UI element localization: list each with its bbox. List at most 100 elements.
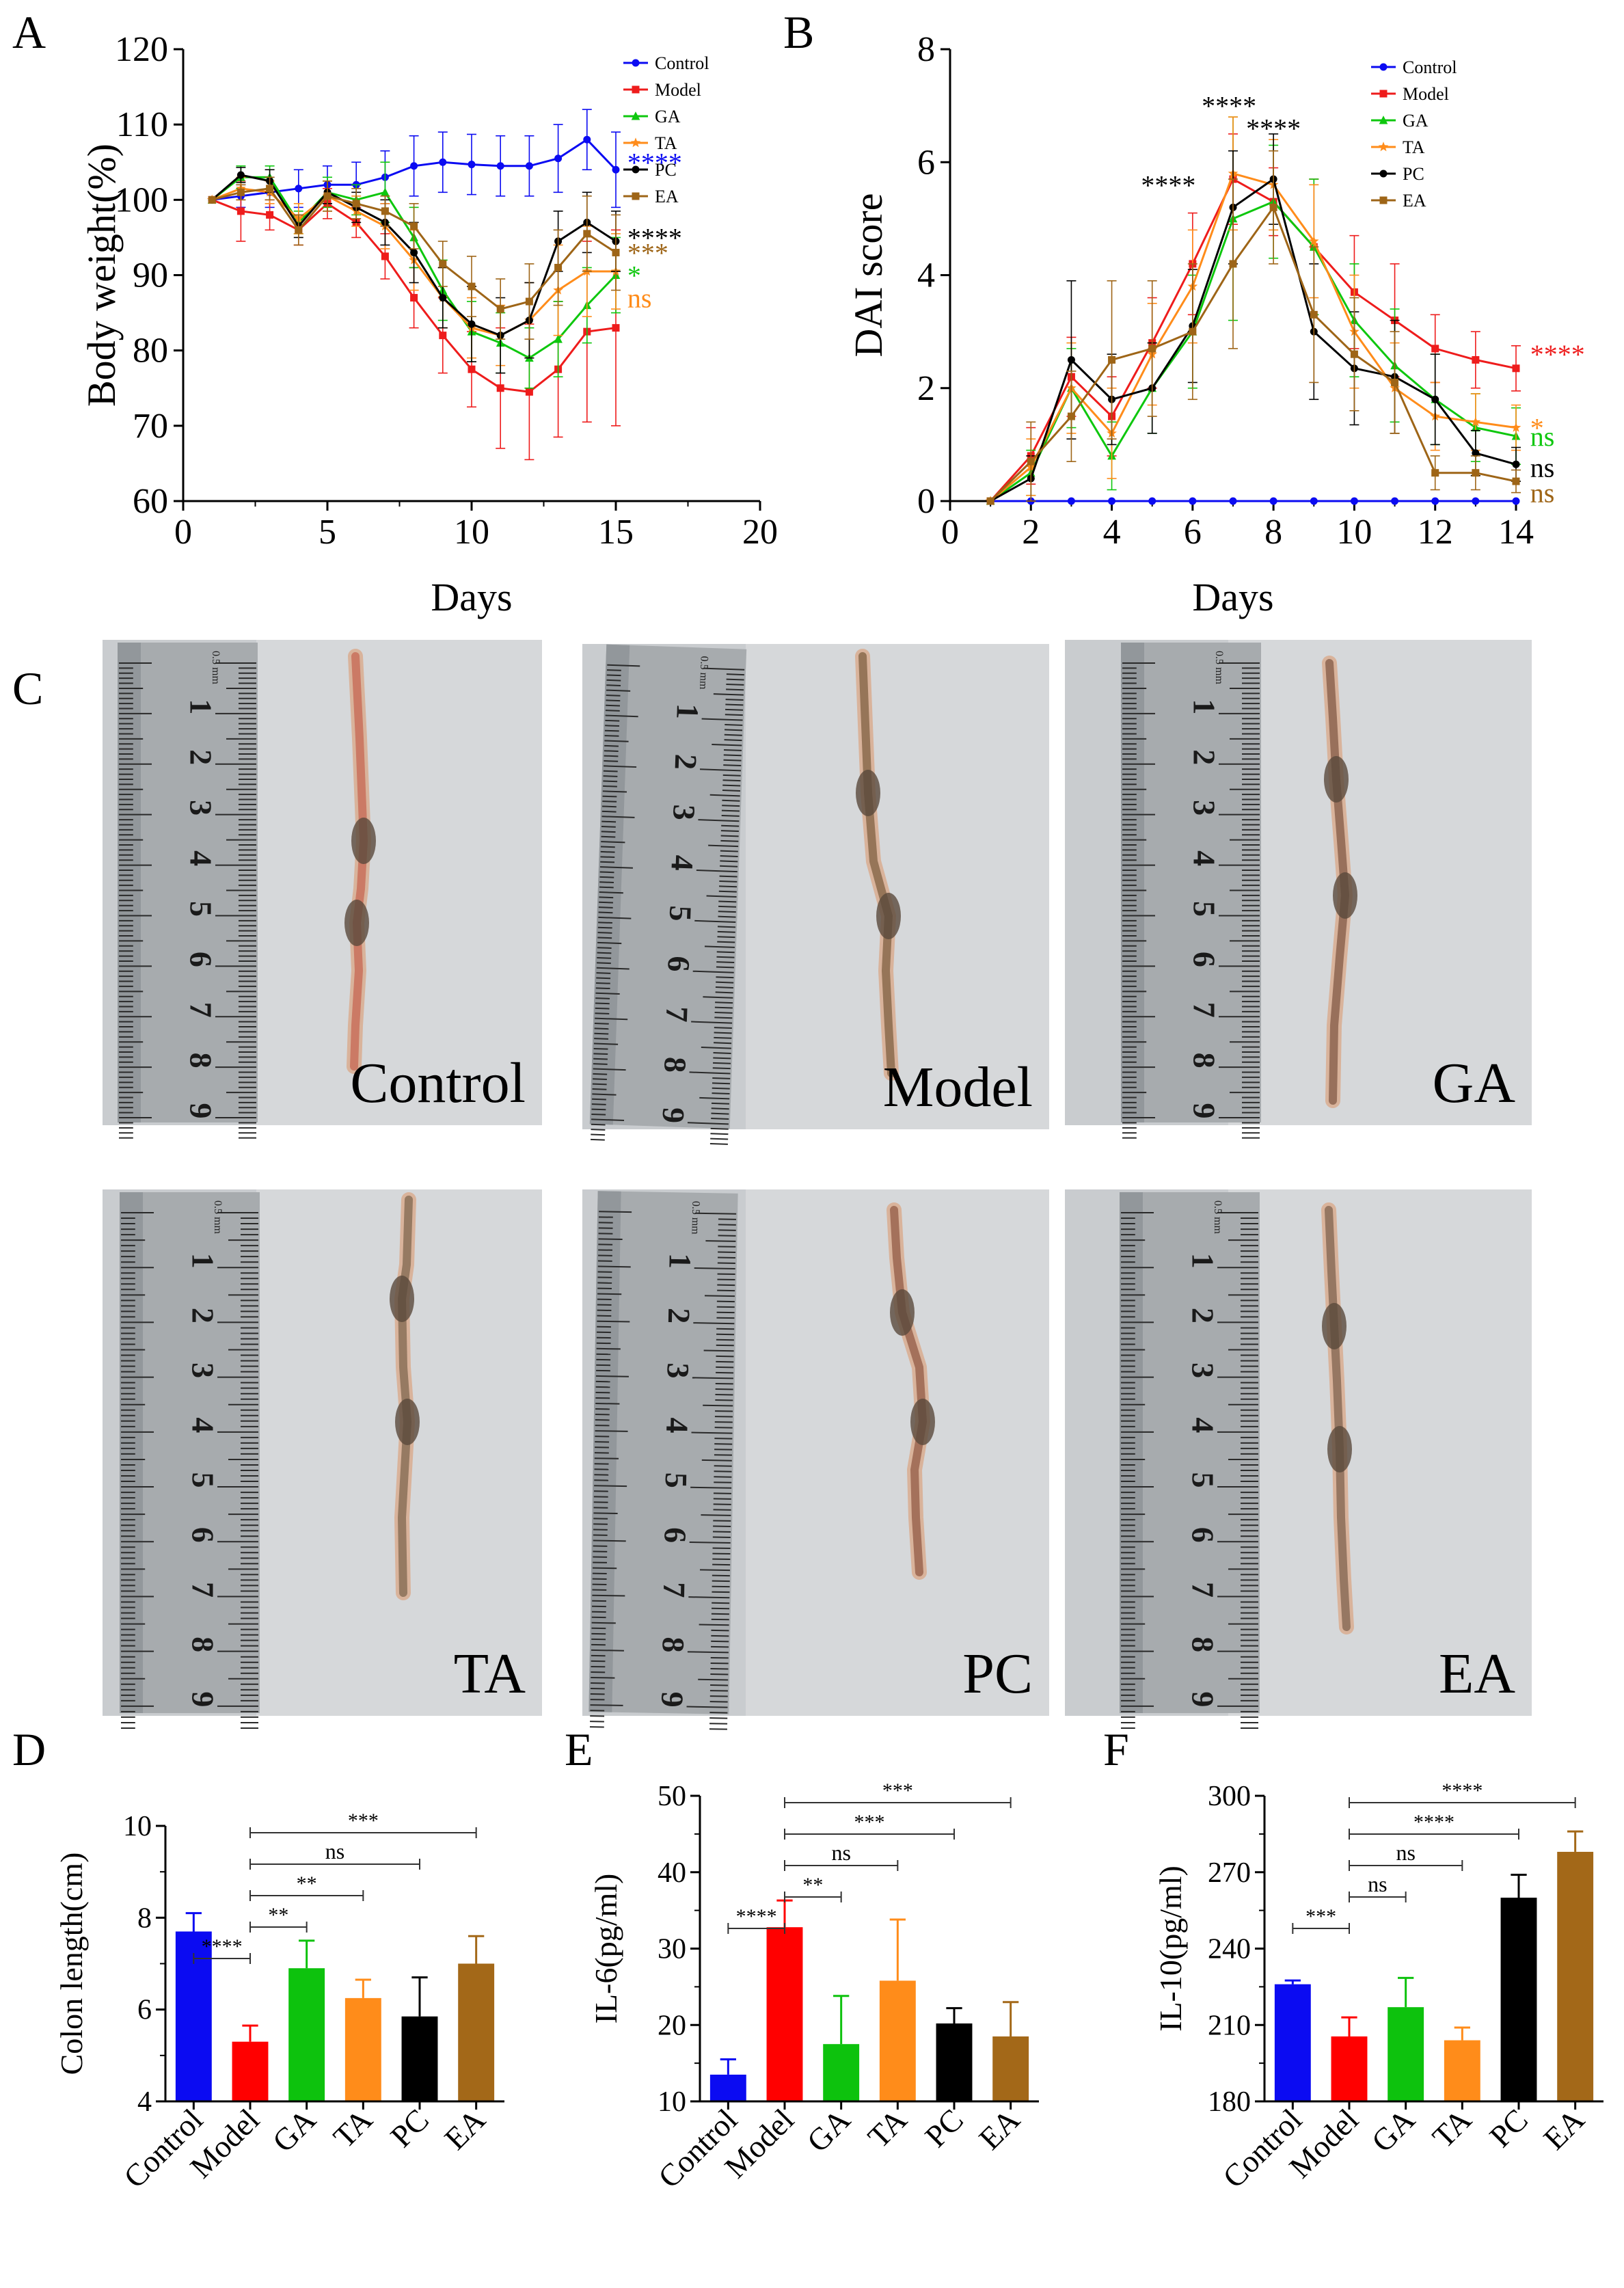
marker-square [632,85,640,94]
significance-label: *** [627,237,668,268]
ruler-tick [595,982,610,984]
series-control [986,497,1520,505]
bar [401,2016,438,2101]
colon-tissue-core [858,652,895,1077]
marker-circle [468,161,476,169]
marker-square [1189,327,1197,336]
y-tick-label: 0 [917,482,935,521]
x-tick-label: GA [1365,2102,1422,2159]
legend-label: Model [1403,84,1449,104]
marker-square [295,226,303,234]
ruler-tick [704,945,735,948]
ruler-body [589,644,747,1129]
photo-pc: 0.5 mm 1 2 3 4 5 6 7 8 9 PC [582,1189,1049,1730]
ruler-tick [606,684,621,686]
ruler-number: 2 [184,749,219,765]
ruler-tick [602,790,627,793]
ruler-tick [597,937,612,939]
y-tick-label: 4 [137,2086,152,2118]
ruler-edge [589,644,630,1125]
fecal-pellet [351,818,376,864]
comparison-label: *** [854,1811,885,1833]
ruler-tick [597,1265,631,1268]
ruler-tick [599,901,613,904]
x-tick-label: 0 [174,513,192,552]
ruler-tick [597,932,612,934]
fecal-pellet [390,1276,414,1322]
ruler-tick [711,1118,729,1120]
marker-circle [632,59,640,67]
ruler-edge [118,643,141,1122]
ruler-tick [711,1107,729,1110]
y-axis-title: Colon length(cm) [54,1853,89,2075]
ruler-unit-label: 0.5 mm [690,1201,702,1235]
colon-tissue-core [1325,1206,1351,1631]
panel-letter: E [565,1723,593,1775]
ruler-unit-label: 0.5 mm [1213,651,1225,684]
ruler-tick [595,1002,610,1005]
colon-tissue-core [1325,659,1349,1105]
ruler-tick [699,1096,730,1100]
marker-circle [1379,63,1388,71]
ruler-tick [593,1042,619,1045]
ruler-number: 5 [659,1472,694,1488]
marker-square [1229,260,1237,268]
ruler-tick [596,967,630,970]
series-ga [986,116,1521,505]
photo-caption: Model [883,1055,1033,1119]
marker-square [236,188,245,196]
ruler-tick [594,1038,609,1040]
ruler-tick [686,1706,728,1708]
ruler-tick [722,799,740,802]
ruler-tick [720,839,739,842]
series-ta [985,116,1521,506]
ruler-tick [604,760,619,762]
series-line [990,205,1517,502]
ruler-tick [718,911,736,913]
ruler-tick [723,759,742,762]
marker-square [410,294,418,302]
ruler-number: 4 [664,854,700,872]
ruler-tick [717,926,736,928]
fecal-pellet [910,1399,935,1445]
panel-a: A 60 70 80 90 100 110 120 0 5 10 15 20 Days Body weigh… [12,6,778,619]
ruler-tick [595,1012,610,1014]
ruler: 0.5 mm 1 2 3 4 5 6 7 8 9 [118,643,258,1139]
ruler-number: 8 [656,1637,691,1653]
x-tick-label: PC [383,2102,435,2154]
marker-square [439,260,447,268]
ruler-tick [595,1017,628,1021]
marker-square [1379,90,1388,98]
ruler-number: 9 [656,1107,692,1124]
marker-circle [496,162,504,170]
marker-square [612,248,620,256]
bar [458,1963,495,2101]
ruler-tick [590,1704,623,1706]
marker-circle [1431,497,1439,505]
panel-letter: A [12,6,46,58]
ruler-tick [607,664,640,667]
y-tick-label: 6 [137,1995,152,2026]
ruler-tick [722,779,741,782]
marker-square [1472,469,1480,477]
ruler-tick [718,890,737,893]
significance-label: * [1530,413,1544,444]
series-ea [208,176,621,340]
significance-label: ns [1530,452,1555,483]
ruler-tick [724,733,742,736]
marker-circle [1391,497,1399,505]
ruler-number: 6 [186,1527,221,1543]
x-tick-label: 4 [1103,513,1121,552]
ruler-number: 7 [186,1582,221,1598]
ruler-tick [595,1007,610,1010]
ruler-number: 8 [658,1056,693,1073]
ruler-number: 7 [1186,1582,1221,1598]
ruler-tick [603,775,618,777]
ruler-tick [719,885,737,888]
significance-label: **** [1246,113,1301,144]
ruler-number: 9 [184,1103,219,1119]
ruler-tick [720,865,738,867]
bar [992,2036,1029,2101]
photo-ta: 0.5 mm 1 2 3 4 5 6 7 8 9 TA [103,1189,542,1729]
